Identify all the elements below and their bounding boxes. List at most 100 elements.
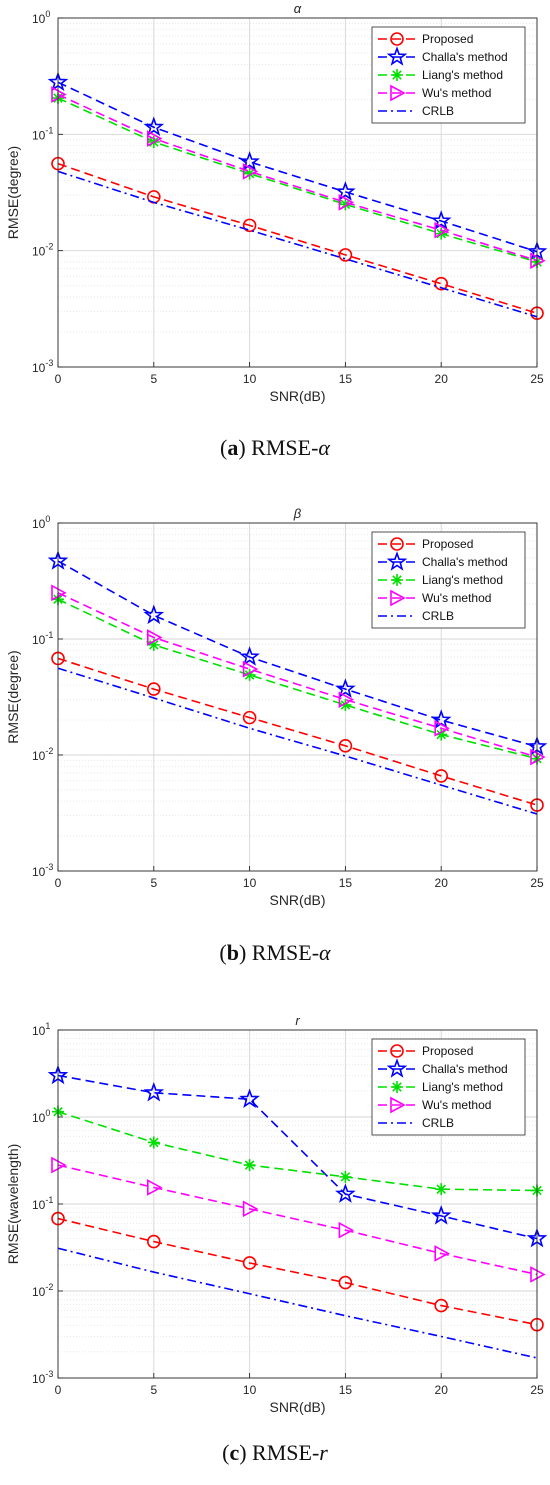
chart-3-legend-item-proposed-marker bbox=[390, 1044, 404, 1058]
chart-1-series-crlb-line bbox=[57, 170, 538, 318]
chart-3-series-wu-s-method-marker bbox=[530, 1266, 546, 1283]
chart-3-legend-item-challa-s-method-label: Challa's method bbox=[422, 1062, 508, 1076]
chart-3-x-tick-label: 5 bbox=[150, 1383, 157, 1397]
chart-2-series-wu-s-method-marker bbox=[530, 748, 546, 766]
chart-3-y-tick-label: 10-3 bbox=[32, 1369, 53, 1386]
chart-3-series-challa-s-method-marker bbox=[335, 1183, 356, 1203]
chart-1: 0 5 10 15 20 25 100 10-1 10-2 10-3 SNR(dB) RMSE(deg… bbox=[5, 1, 548, 404]
chart-1-legend-item-crlb-label: CRLB bbox=[422, 104, 454, 118]
caption-c-letter: c bbox=[229, 1440, 240, 1465]
chart-2-legend-item-challa-s-method-label: Challa's method bbox=[422, 555, 508, 569]
chart-1-axes-box bbox=[57, 17, 538, 368]
chart-1-x-tick-label: 20 bbox=[435, 372, 449, 386]
chart-3-series-proposed-marker bbox=[147, 1234, 161, 1249]
chart-3-series-wu-s-method-marker bbox=[147, 1179, 163, 1196]
chart-2-series-proposed-marker bbox=[147, 682, 161, 696]
chart-3: 0 5 10 15 20 25 101 100 10-1 10-2 10-3 SNR(dB) RMSE(… bbox=[5, 1013, 548, 1415]
chart-1-series-liang-s-method-marker bbox=[243, 167, 256, 180]
chart-2-x-tick-label: 10 bbox=[243, 876, 257, 890]
chart-1-legend-item-proposed-label: Proposed bbox=[422, 32, 473, 46]
chart-1-legend-item-wu-s-method-label: Wu's method bbox=[422, 86, 491, 100]
chart-2-y-tick-label: 10-1 bbox=[32, 630, 53, 647]
chart-2-legend-item-wu-s-method-marker bbox=[390, 589, 406, 607]
chart-3-series-proposed-marker bbox=[242, 1256, 257, 1270]
chart-3-series-challa-s-method-line bbox=[57, 1074, 538, 1240]
chart-1-series-challa-s-method-marker bbox=[335, 181, 356, 201]
caption-b-letter: b bbox=[226, 940, 239, 965]
chart-2-x-tick-label: 20 bbox=[435, 876, 449, 890]
chart-1-series-liang-s-method-marker bbox=[339, 198, 352, 211]
chart-1-series-proposed-line bbox=[57, 162, 538, 314]
chart-2-series-wu-s-method-line bbox=[57, 592, 538, 758]
chart-1-legend-item-challa-s-method-marker bbox=[386, 46, 408, 66]
chart-2-series-liang-s-method-marker bbox=[147, 638, 160, 651]
chart-3-y-tick-label: 10-2 bbox=[32, 1282, 53, 1299]
chart-1-series-wu-s-method-line bbox=[57, 93, 538, 262]
chart-3-x-tick-label: 20 bbox=[435, 1383, 449, 1397]
chart-3-series-challa-s-method-marker bbox=[239, 1088, 260, 1109]
chart-2-legend-item-wu-s-method-label: Wu's method bbox=[422, 591, 491, 605]
chart-2-series-wu-s-method-marker bbox=[338, 691, 355, 708]
chart-1-x-tick-label: 15 bbox=[339, 372, 353, 386]
chart-2-series-wu-s-method-marker bbox=[434, 719, 450, 737]
chart-3-series-proposed-line bbox=[57, 1217, 538, 1326]
chart-2-title: β bbox=[293, 506, 302, 521]
chart-3-series-proposed-marker bbox=[338, 1275, 353, 1290]
chart-2-y-tick-label: 10-3 bbox=[32, 862, 53, 879]
chart-2-y-tick-label: 100 bbox=[32, 514, 50, 531]
chart-2-x-axis-label: SNR(dB) bbox=[269, 892, 325, 908]
caption-b-symbol: α bbox=[319, 940, 331, 965]
chart-1-series-proposed-marker bbox=[434, 276, 449, 291]
chart-2-series-liang-s-method-marker bbox=[243, 668, 256, 681]
chart-2-series-challa-s-method-marker bbox=[239, 646, 260, 666]
chart-3-x-tick-label: 0 bbox=[55, 1383, 62, 1397]
chart-2-legend-item-proposed-marker bbox=[390, 537, 404, 551]
chart-2-legend-item-proposed-label: Proposed bbox=[422, 537, 473, 551]
chart-1-series-wu-s-method-marker bbox=[51, 86, 67, 103]
chart-3-legend-item-proposed-label: Proposed bbox=[422, 1044, 473, 1058]
chart-1-series-challa-s-method-line bbox=[57, 81, 538, 253]
chart-2-series-challa-s-method-line bbox=[57, 560, 538, 748]
chart-3-series-wu-s-method-marker bbox=[242, 1200, 259, 1218]
chart-3-series-liang-s-method-line bbox=[57, 1110, 538, 1192]
chart-1-x-axis-label: SNR(dB) bbox=[269, 388, 325, 404]
chart-3-series-proposed-marker bbox=[434, 1298, 449, 1313]
chart-1-y-tick-label: 10-3 bbox=[32, 358, 53, 375]
chart-3-series-liang-s-method-marker bbox=[339, 1170, 352, 1183]
chart-2-x-tick-label: 5 bbox=[150, 876, 157, 890]
chart-3-y-axis-label: RMSE(wavelength) bbox=[5, 1144, 21, 1265]
chart-2-series-wu-s-method-marker bbox=[51, 584, 67, 602]
chart-2-series-wu-s-method-marker bbox=[242, 660, 259, 678]
caption-c-prefix: RMSE- bbox=[252, 1440, 320, 1465]
chart-1-series-wu-s-method-marker bbox=[530, 252, 546, 270]
chart-1-legend-item-proposed-marker bbox=[390, 32, 404, 46]
chart-3-legend-item-liang-s-method-marker bbox=[391, 1081, 403, 1093]
chart-1-y-tick-label: 10-1 bbox=[32, 125, 53, 142]
chart-2-series-liang-s-method-marker bbox=[339, 698, 352, 711]
chart-2-legend-item-challa-s-method-marker bbox=[386, 551, 408, 571]
chart-1-y-tick-label: 100 bbox=[32, 9, 50, 26]
chart-3-series-challa-s-method-marker bbox=[143, 1081, 165, 1102]
chart-2-series-challa-s-method-marker bbox=[143, 604, 165, 625]
caption-b: (b) RMSE-α bbox=[219, 940, 331, 965]
chart-3-y-tick-label: 10-1 bbox=[32, 1195, 53, 1212]
chart-2-legend-item-liang-s-method-label: Liang's method bbox=[422, 573, 503, 587]
chart-3-series-wu-s-method-line bbox=[57, 1164, 538, 1276]
chart-1-legend-item-liang-s-method-marker bbox=[391, 69, 403, 81]
chart-3-series-liang-s-method-marker bbox=[243, 1159, 256, 1172]
chart-2-series-proposed-marker bbox=[242, 710, 257, 725]
chart-2-series-liang-s-method-marker bbox=[435, 728, 448, 741]
chart-2-x-tick-label: 15 bbox=[339, 876, 353, 890]
chart-3-legend-item-wu-s-method-label: Wu's method bbox=[422, 1098, 491, 1112]
chart-3-legend-item-liang-s-method-label: Liang's method bbox=[422, 1080, 503, 1094]
chart-1-series-wu-s-method-marker bbox=[338, 194, 355, 211]
chart-3-legend-item-crlb-label: CRLB bbox=[422, 1116, 454, 1130]
chart-2-x-tick-label: 0 bbox=[55, 876, 62, 890]
chart-2-legend: Proposed Challa's method Liang's method Wu'… bbox=[371, 531, 526, 629]
chart-2-y-axis-label: RMSE(degree) bbox=[5, 650, 21, 743]
caption-b-prefix: RMSE- bbox=[251, 940, 320, 965]
chart-1-x-tick-label: 0 bbox=[55, 372, 62, 386]
chart-1-x-tick-label: 5 bbox=[150, 372, 157, 386]
chart-1-series-wu-s-method-marker bbox=[242, 163, 259, 180]
